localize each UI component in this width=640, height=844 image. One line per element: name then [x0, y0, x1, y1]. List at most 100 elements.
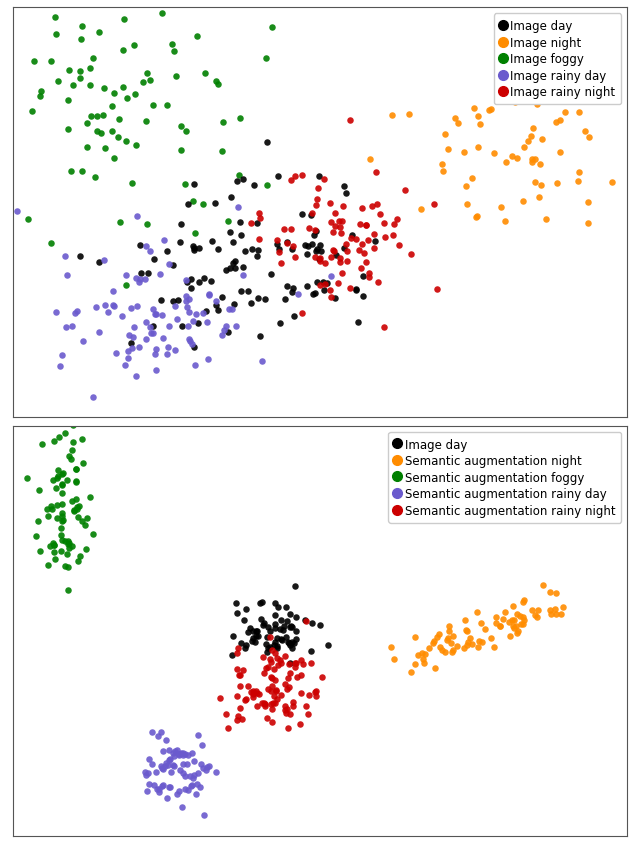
- Point: [290, 579, 300, 592]
- Point: [200, 67, 211, 80]
- Point: [250, 636, 260, 649]
- Point: [150, 308, 161, 322]
- Point: [486, 103, 496, 116]
- Point: [223, 326, 233, 339]
- Point: [303, 707, 313, 721]
- Point: [252, 292, 262, 306]
- Point: [465, 631, 476, 645]
- Point: [141, 115, 152, 128]
- Point: [236, 284, 246, 298]
- Point: [85, 62, 95, 76]
- Point: [477, 636, 487, 649]
- Point: [538, 579, 548, 592]
- Point: [158, 332, 168, 345]
- Point: [221, 320, 231, 333]
- Point: [264, 652, 275, 666]
- Point: [447, 645, 458, 658]
- Point: [211, 295, 221, 308]
- Point: [206, 275, 216, 289]
- Point: [255, 330, 266, 344]
- Point: [379, 322, 389, 335]
- Point: [100, 299, 110, 312]
- Point: [330, 220, 340, 234]
- Point: [184, 293, 194, 306]
- Point: [271, 641, 282, 655]
- Point: [292, 289, 303, 302]
- Point: [291, 610, 301, 624]
- Point: [29, 404, 40, 418]
- Point: [56, 528, 66, 542]
- Point: [157, 779, 168, 793]
- Point: [281, 630, 291, 644]
- Point: [332, 277, 342, 290]
- Point: [145, 321, 156, 334]
- Point: [517, 195, 527, 208]
- Point: [111, 347, 121, 360]
- Point: [287, 636, 297, 649]
- Point: [198, 306, 208, 320]
- Point: [523, 135, 533, 149]
- Point: [351, 284, 361, 298]
- Point: [63, 538, 74, 551]
- Point: [288, 700, 298, 713]
- Point: [192, 30, 202, 44]
- Point: [184, 306, 194, 319]
- Point: [526, 130, 536, 143]
- Point: [141, 241, 151, 254]
- Point: [307, 657, 317, 670]
- Point: [282, 682, 292, 695]
- Point: [574, 166, 584, 180]
- Point: [220, 264, 230, 278]
- Point: [134, 276, 144, 289]
- Point: [84, 79, 95, 93]
- Point: [121, 279, 131, 292]
- Point: [258, 618, 268, 631]
- Point: [189, 769, 199, 782]
- Point: [163, 759, 173, 772]
- Point: [472, 640, 483, 653]
- Point: [318, 275, 328, 289]
- Point: [4, 14, 14, 27]
- Point: [580, 125, 590, 138]
- Point: [252, 699, 262, 712]
- Point: [324, 284, 335, 297]
- Point: [259, 667, 269, 680]
- Point: [173, 295, 183, 308]
- Point: [61, 548, 72, 561]
- Point: [435, 641, 445, 654]
- Point: [52, 511, 62, 525]
- Point: [62, 268, 72, 282]
- Point: [51, 11, 61, 24]
- Point: [176, 218, 186, 231]
- Point: [196, 738, 207, 751]
- Point: [530, 154, 540, 167]
- Point: [301, 614, 312, 628]
- Point: [109, 153, 119, 166]
- Point: [241, 641, 251, 655]
- Point: [288, 241, 298, 254]
- Point: [260, 293, 270, 306]
- Point: [272, 640, 282, 653]
- Point: [98, 110, 108, 123]
- Point: [77, 457, 88, 471]
- Point: [584, 131, 594, 144]
- Point: [127, 342, 138, 355]
- Point: [244, 621, 255, 635]
- Point: [125, 337, 136, 350]
- Point: [241, 692, 251, 706]
- Point: [182, 757, 192, 771]
- Point: [265, 641, 275, 654]
- Point: [537, 133, 547, 146]
- Point: [161, 733, 172, 747]
- Point: [45, 500, 56, 513]
- Point: [188, 195, 198, 208]
- Point: [257, 595, 268, 609]
- Point: [508, 620, 518, 634]
- Point: [72, 503, 82, 517]
- Point: [79, 519, 90, 533]
- Point: [156, 760, 166, 773]
- Point: [76, 73, 86, 86]
- Point: [307, 238, 317, 252]
- Point: [315, 279, 325, 292]
- Point: [169, 749, 179, 763]
